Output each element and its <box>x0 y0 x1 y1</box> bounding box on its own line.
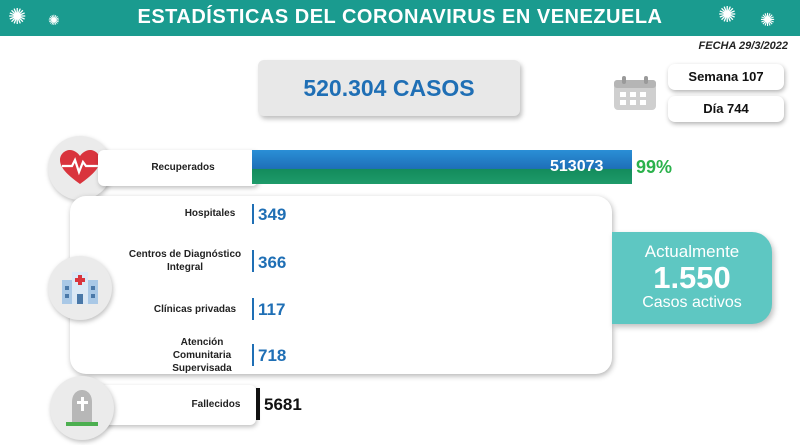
week-badge: Semana 107 <box>668 64 784 90</box>
page-title: ESTADÍSTICAS DEL CORONAVIRUS EN VENEZUEL… <box>137 6 663 28</box>
recovered-value: 513073 <box>550 158 604 175</box>
acs-value: 718 <box>258 346 287 365</box>
deaths-bar <box>256 388 260 420</box>
deaths-circle <box>50 376 114 440</box>
acs-label: Atención Comunitaria Supervisada <box>172 337 232 374</box>
calendar-icon <box>614 76 656 110</box>
hospitales-label: Hospitales <box>184 208 236 219</box>
clinicas-value: 117 <box>258 300 286 319</box>
recovered-label-panel <box>98 150 258 186</box>
report-date: FECHA 29/3/2022 <box>698 40 788 52</box>
virus-icon: ✺ <box>8 4 27 29</box>
cdi-label: Centros de Diagnóstico Integral <box>128 249 242 273</box>
active-cases-heading: Actualmente <box>644 242 740 261</box>
virus-icon: ✺ <box>760 10 776 30</box>
cdi-bar <box>252 250 254 272</box>
recovered-label: Recuperados <box>151 162 215 173</box>
virus-icon: ✺ <box>48 12 60 28</box>
hospital-panel <box>70 196 612 374</box>
header-bar: ✺ ✺ ESTADÍSTICAS DEL CORONAVIRUS EN VENE… <box>0 0 800 36</box>
clinicas-bar <box>252 298 254 320</box>
active-cases-box: Actualmente 1.550 Casos activos <box>612 232 772 324</box>
active-cases-number: 1.550 <box>653 260 731 295</box>
virus-icon: ✺ <box>718 2 737 27</box>
total-cases: 520.304 CASOS <box>258 60 520 116</box>
cdi-value: 366 <box>258 253 287 272</box>
day-badge: Día 744 <box>668 96 784 122</box>
recovered-percent: 99% <box>636 157 673 177</box>
active-cases-caption: Casos activos <box>642 294 742 311</box>
deaths-label-panel <box>90 385 256 425</box>
clinicas-label: Clínicas privadas <box>153 304 237 315</box>
tombstone-icon <box>66 390 98 426</box>
hospitales-value: 349 <box>258 205 287 224</box>
hospitales-bar <box>252 204 254 224</box>
hospital-circle <box>48 256 112 320</box>
deaths-value: 5681 <box>264 395 302 414</box>
acs-bar <box>252 344 254 366</box>
heart-icon <box>60 150 100 184</box>
recovered-bar <box>252 150 632 184</box>
hospital-icon <box>62 272 98 304</box>
deaths-label: Fallecidos <box>191 399 241 410</box>
